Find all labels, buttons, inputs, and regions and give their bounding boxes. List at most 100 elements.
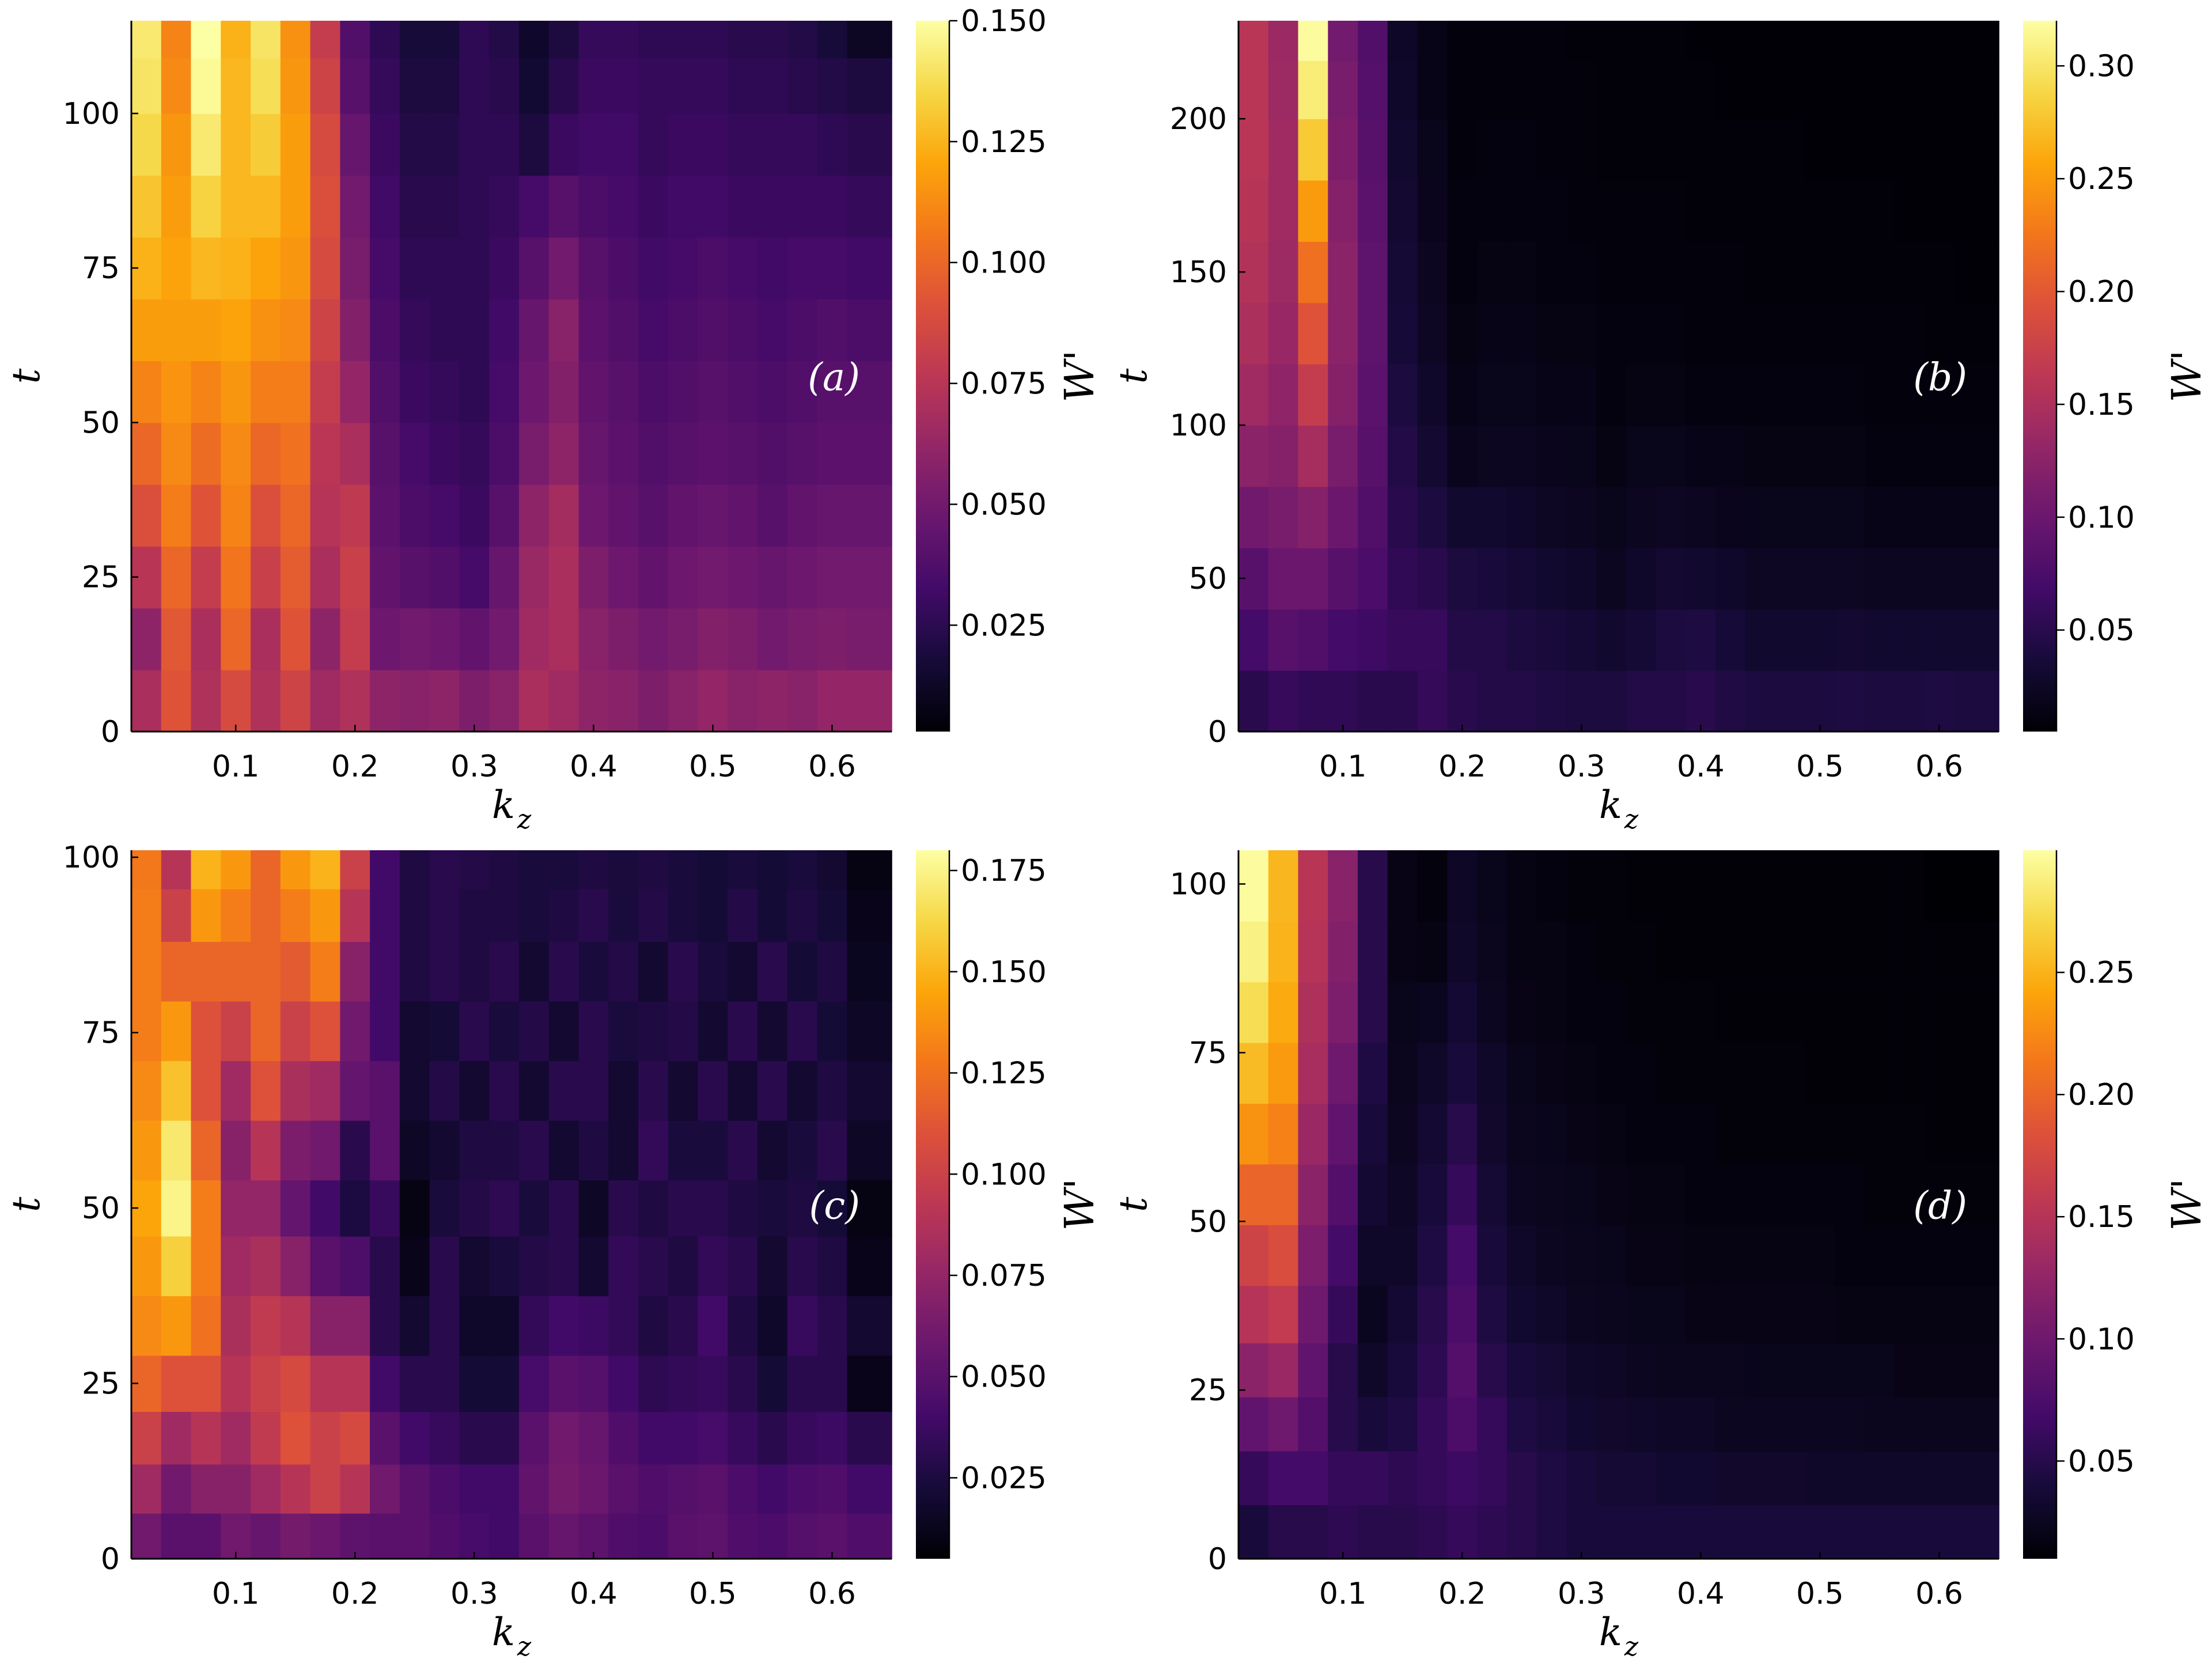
- heatmap-cell: [1358, 60, 1388, 119]
- heatmap-cell: [1715, 1450, 1746, 1506]
- panel-label: (b): [1913, 355, 1967, 400]
- heatmap-cell: [251, 1236, 281, 1297]
- heatmap-cell: [787, 422, 818, 485]
- heatmap-cell: [578, 941, 609, 1002]
- heatmap-cell: [668, 889, 699, 942]
- heatmap-cell: [1298, 1164, 1329, 1225]
- heatmap-cell: [578, 1236, 609, 1297]
- heatmap-cell: [1924, 1396, 1955, 1452]
- heatmap-cell: [340, 1236, 370, 1297]
- heatmap-cell: [578, 175, 609, 238]
- heatmap-cell: [1328, 670, 1358, 732]
- heatmap-cell: [131, 175, 162, 238]
- heatmap-cell: [1835, 609, 1865, 671]
- heatmap-cell: [1894, 1225, 1925, 1286]
- heatmap-cell: [340, 58, 370, 114]
- heatmap-cell: [638, 1180, 669, 1237]
- heatmap-cell: [1626, 982, 1657, 1043]
- colorbar: [916, 21, 949, 732]
- heatmap-cell: [459, 850, 490, 889]
- heatmap-cell: [578, 546, 609, 609]
- heatmap-cell: [310, 58, 341, 114]
- heatmap-cell: [608, 484, 639, 547]
- heatmap-cell: [1715, 425, 1746, 487]
- heatmap-cell: [191, 422, 222, 485]
- heatmap-cell: [728, 1060, 758, 1121]
- heatmap-cell: [847, 546, 892, 609]
- heatmap-cell: [1715, 21, 1746, 61]
- x-tick-label: 0.6: [808, 1577, 856, 1611]
- heatmap-cell: [668, 546, 699, 609]
- heatmap-cell: [1685, 1042, 1717, 1104]
- heatmap-cell: [1447, 921, 1478, 983]
- x-tick-label: 0.6: [808, 749, 856, 784]
- heatmap-cell: [698, 21, 729, 59]
- heatmap-cell: [1477, 1103, 1508, 1165]
- heatmap-cell: [608, 1001, 639, 1062]
- heatmap-cell: [251, 1296, 281, 1356]
- heatmap-cell: [728, 889, 758, 942]
- heatmap-cell: [221, 669, 251, 732]
- heatmap-cell: [1298, 1343, 1329, 1397]
- heatmap-cells: [1238, 850, 1999, 1559]
- colorbar-tick-label: 0.075: [961, 367, 1047, 402]
- heatmap-cell: [221, 422, 251, 485]
- heatmap-cell: [340, 1411, 370, 1465]
- heatmap-cell: [698, 361, 729, 423]
- heatmap-cell: [1447, 850, 1478, 922]
- heatmap-cell: [1506, 670, 1537, 732]
- heatmap-cell: [518, 1120, 550, 1181]
- heatmap-cell: [608, 1060, 639, 1121]
- heatmap-cell: [1835, 1164, 1865, 1225]
- heatmap-cell: [518, 113, 550, 176]
- heatmap-cell: [1954, 670, 1999, 732]
- heatmap-cell: [1417, 921, 1448, 983]
- heatmap-cell: [787, 1001, 818, 1062]
- colorbar-tick-label: 0.25: [2068, 956, 2135, 990]
- heatmap-cell: [608, 298, 639, 361]
- heatmap-cell: [638, 113, 669, 176]
- heatmap-cell: [1358, 241, 1388, 304]
- heatmap-cell: [787, 889, 818, 942]
- heatmap-cell: [1745, 1285, 1776, 1343]
- heatmap-cell: [1775, 921, 1806, 983]
- heatmap-cell: [638, 1236, 669, 1297]
- heatmap-cell: [847, 608, 892, 671]
- heatmap-cell: [459, 1513, 490, 1559]
- heatmap-cell: [399, 1464, 430, 1514]
- x-tick-label: 0.1: [212, 749, 260, 784]
- heatmap-cell: [191, 1411, 222, 1465]
- heatmap-cell: [251, 1001, 281, 1062]
- heatmap-cell: [1536, 1396, 1567, 1452]
- colorbar: [916, 850, 949, 1559]
- panel-label: (d): [1913, 1184, 1967, 1228]
- heatmap-cell: [1298, 1450, 1329, 1506]
- heatmap-cell: [1417, 1042, 1448, 1104]
- heatmap-cell: [1745, 1505, 1776, 1559]
- heatmap-cell: [1626, 1103, 1657, 1165]
- heatmap-cell: [161, 484, 192, 547]
- heatmap-cell: [578, 422, 609, 485]
- heatmap-cell: [1805, 1042, 1836, 1104]
- heatmap-cell: [1596, 1505, 1627, 1559]
- heatmap-cell: [1417, 21, 1448, 61]
- heatmap-cell: [1805, 486, 1836, 548]
- heatmap-cell: [1566, 21, 1597, 61]
- heatmap-cell: [1298, 1285, 1329, 1343]
- heatmap-cell: [221, 889, 251, 942]
- heatmap-cell: [1626, 180, 1657, 242]
- heatmap-cell: [1358, 1103, 1388, 1165]
- heatmap-cell: [1596, 1225, 1627, 1286]
- heatmap-cell: [1417, 982, 1448, 1043]
- y-tick-label: 100: [63, 840, 120, 875]
- heatmap-cell: [399, 361, 430, 423]
- heatmap-cell: [548, 608, 579, 671]
- heatmap-cell: [131, 1120, 162, 1181]
- heatmap-cell: [1387, 1343, 1418, 1397]
- heatmap-cell: [459, 1060, 490, 1121]
- heatmap-cell: [698, 422, 729, 485]
- colorbar-tick-label: 0.025: [961, 1461, 1047, 1495]
- heatmap-cell: [1924, 1225, 1955, 1286]
- heatmap-cell: [578, 608, 609, 671]
- heatmap-cell: [1865, 1042, 1895, 1104]
